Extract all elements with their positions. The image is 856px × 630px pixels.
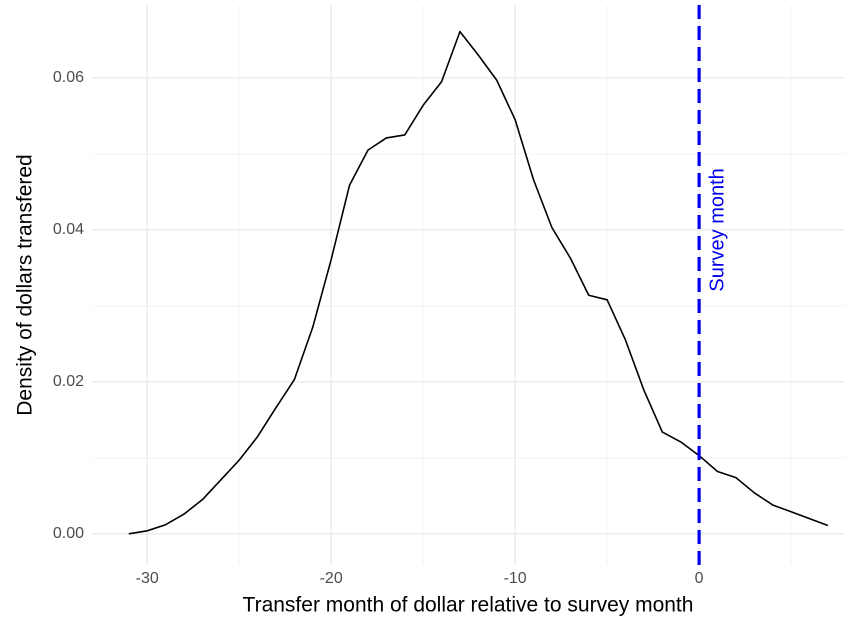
y-tick-label: 0.02: [53, 373, 84, 390]
x-tick-label: -10: [504, 570, 527, 587]
x-tick-label: -20: [320, 570, 343, 587]
survey-month-label: Survey month: [706, 168, 728, 291]
y-tick-label: 0.06: [53, 69, 84, 86]
density-line: [128, 30, 829, 535]
x-axis-title: Transfer month of dollar relative to sur…: [243, 594, 694, 617]
x-tick-label: -30: [136, 570, 159, 587]
y-tick-label: 0.04: [53, 221, 84, 238]
y-tick-label: 0.00: [53, 525, 84, 542]
y-axis-title: Density of dollars transfered: [14, 154, 37, 415]
x-tick-label: 0: [695, 570, 704, 587]
